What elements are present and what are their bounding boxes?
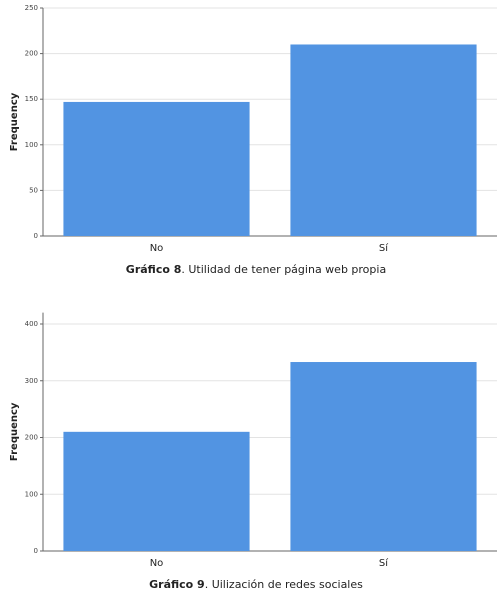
caption-text: . Utilidad de tener página web propia: [181, 263, 386, 276]
x-tick-label: No: [150, 243, 164, 254]
caption: Gráfico 9. Uilización de redes sociales: [149, 578, 363, 591]
caption: Gráfico 8. Utilidad de tener página web …: [126, 263, 386, 276]
y-tick-label: 100: [25, 490, 38, 498]
caption-label: Gráfico 8: [126, 263, 182, 276]
y-tick-label: 150: [25, 95, 38, 103]
y-tick-label: 0: [34, 547, 38, 555]
y-tick-label: 250: [25, 4, 38, 12]
x-tick-label: Sí: [379, 557, 389, 569]
y-axis-label: Frequency: [9, 402, 20, 461]
y-tick-label: 0: [34, 232, 38, 240]
bar: [290, 362, 477, 551]
y-tick-label: 200: [25, 50, 38, 58]
y-tick-label: 300: [25, 377, 38, 385]
y-tick-label: 50: [29, 186, 38, 194]
caption-text: . Uilización de redes sociales: [205, 578, 363, 591]
caption-label: Gráfico 9: [149, 578, 205, 591]
y-tick-label: 200: [25, 434, 38, 442]
bar: [290, 44, 477, 237]
y-tick-label: 100: [25, 141, 38, 149]
x-tick-label: Sí: [379, 242, 389, 254]
x-tick-label: No: [150, 558, 164, 569]
bar: [63, 431, 250, 551]
y-tick-label: 400: [25, 320, 38, 328]
y-axis-label: Frequency: [9, 92, 20, 151]
bar: [63, 101, 250, 236]
